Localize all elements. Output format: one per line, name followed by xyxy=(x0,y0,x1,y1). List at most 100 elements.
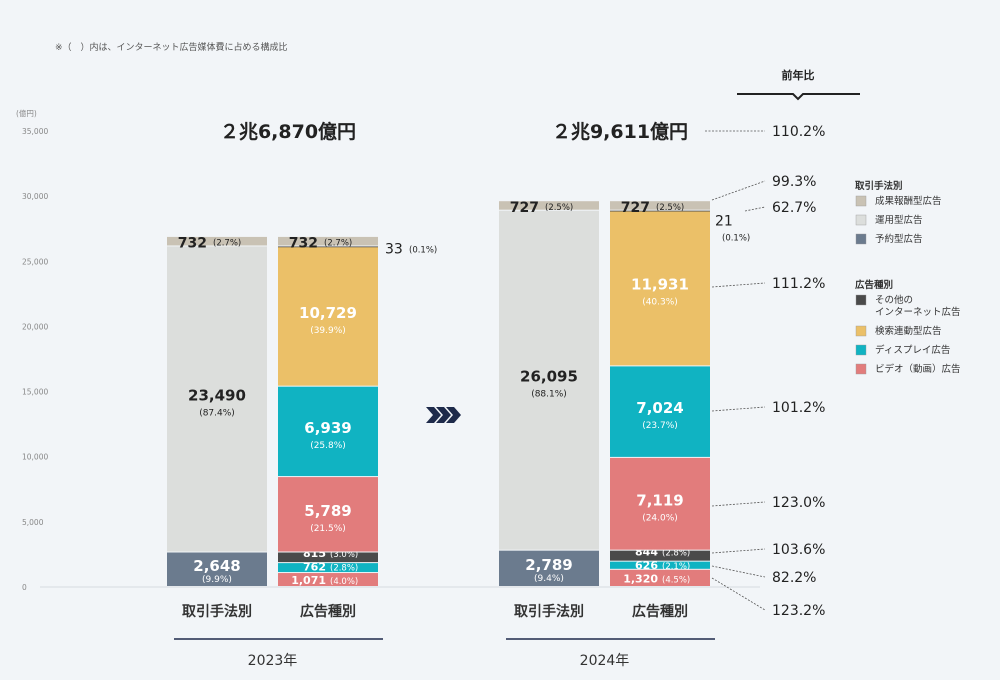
yoy-label: 99.3% xyxy=(772,174,816,190)
bar-segment xyxy=(278,236,378,246)
yoy-label: 111.2% xyxy=(772,276,825,292)
data-label: 727 xyxy=(621,200,650,216)
yoy-leader xyxy=(711,565,766,578)
yoy-leader xyxy=(711,548,766,554)
arrow-icon xyxy=(426,407,461,423)
legend-swatch xyxy=(855,233,867,245)
data-label-pct: (9.9%) xyxy=(202,575,232,585)
data-label-pct: (39.9%) xyxy=(310,326,346,336)
bar-segment xyxy=(610,569,710,586)
data-label-pct: (2.8%) xyxy=(330,564,358,574)
y-unit: (億円) xyxy=(16,108,37,118)
bar-segment xyxy=(499,201,599,210)
data-label-pct: (2.7%) xyxy=(324,239,352,249)
legend-swatch xyxy=(855,325,867,337)
y-tick-label: 0 xyxy=(22,583,27,592)
yoy-label: 82.2% xyxy=(772,570,816,586)
data-label-pct: (87.4%) xyxy=(199,408,235,418)
yoy-leader xyxy=(744,206,766,212)
data-label-pct: (4.5%) xyxy=(662,575,690,585)
data-label: 626 xyxy=(635,559,658,572)
data-label: 732 xyxy=(289,236,318,252)
y-axis: 0 5,000 10,000 15,000 20,000 25,000 30,000 35,0… xyxy=(22,127,760,592)
data-label: 762 xyxy=(303,561,326,574)
data-label-pct: (23.7%) xyxy=(642,421,678,431)
yoy-label: 123.0% xyxy=(772,495,825,511)
year-group: 2,648(9.9%) 23,490 (87.4%) 732 (2.7%) 取引手法別 1,… xyxy=(167,120,437,669)
data-label-pct: (2.7%) xyxy=(213,239,241,249)
yoy-label: 101.2% xyxy=(772,400,825,416)
bar-segment xyxy=(278,477,378,552)
data-label: 727 xyxy=(510,200,539,216)
data-label-pct: (40.3%) xyxy=(642,298,678,308)
yoy-leader xyxy=(711,501,766,507)
legend-swatch xyxy=(855,214,867,226)
legend-group-title: 広告種別 xyxy=(855,279,893,291)
bar-segment xyxy=(499,210,599,550)
data-label: 11,931 xyxy=(631,276,689,294)
data-label: 6,939 xyxy=(304,419,351,437)
yoy-leader xyxy=(711,180,766,201)
bar-segment xyxy=(278,573,378,586)
yoy-header: 前年比 xyxy=(782,68,815,82)
yoy-label: 62.7% xyxy=(772,200,816,216)
bar-segment xyxy=(167,552,267,586)
data-label: 2,789 xyxy=(525,556,572,574)
legend-group-title: 取引手法別 xyxy=(855,180,903,192)
data-label: 26,095 xyxy=(520,368,578,386)
data-label: 1,071 xyxy=(291,574,326,587)
data-label-pct: (2.8%) xyxy=(662,548,690,558)
bar-segment xyxy=(610,210,710,212)
data-label: 5,789 xyxy=(304,502,351,520)
legend-label: ディスプレイ広告 xyxy=(875,344,950,356)
legend-label: その他のインターネット広告 xyxy=(875,294,961,318)
data-label-pct: (88.1%) xyxy=(531,390,567,400)
data-label: 10,729 xyxy=(299,304,357,322)
yoy-total-label: 110.2% xyxy=(772,124,825,140)
y-tick-label: 5,000 xyxy=(22,518,44,527)
y-tick-label: 30,000 xyxy=(22,192,48,201)
data-label-pct: (24.0%) xyxy=(642,513,678,523)
legend-label: 検索連動型広告 xyxy=(875,325,942,337)
data-label: 21 xyxy=(715,214,733,230)
yoy-header-line xyxy=(737,93,860,101)
year-group: 2,789(9.4%) 26,095 (88.1%) 727 (2.5%) 取引手法別 1,… xyxy=(499,120,750,669)
legend-label: 成果報酬型広告 xyxy=(875,195,942,207)
data-label: 1,320 xyxy=(623,572,658,585)
data-label-pct: (0.1%) xyxy=(722,234,750,244)
bar-segment xyxy=(610,201,710,210)
legend-label: 運用型広告 xyxy=(875,214,923,226)
legend-label: 予約型広告 xyxy=(875,233,923,245)
yoy-leader xyxy=(711,577,766,611)
data-label: 7,024 xyxy=(636,399,683,417)
category-label: 広告種別 xyxy=(300,603,356,620)
bar-segment xyxy=(278,552,378,563)
y-tick-label: 15,000 xyxy=(22,388,48,397)
y-tick-label: 35,000 xyxy=(22,127,48,136)
total-label: ２兆9,611億円 xyxy=(552,120,688,143)
bar-segment xyxy=(167,236,267,246)
legend: 取引手法別成果報酬型広告運用型広告予約型広告広告種別その他のインターネット広告検… xyxy=(855,180,961,375)
yoy-leader xyxy=(711,406,766,412)
bar-segment xyxy=(610,457,710,550)
data-label-pct: (9.4%) xyxy=(534,574,564,584)
data-label: 33 xyxy=(385,241,403,257)
data-label: 2,648 xyxy=(193,557,240,575)
data-label: 732 xyxy=(178,236,207,252)
legend-swatch xyxy=(855,344,867,356)
data-label-pct: (2.5%) xyxy=(656,203,684,213)
data-label-pct: (0.1%) xyxy=(409,245,437,255)
bar-segment xyxy=(610,366,710,457)
category-label: 広告種別 xyxy=(632,603,688,620)
bar-segment xyxy=(610,561,710,569)
y-tick-label: 20,000 xyxy=(22,322,48,331)
bar-segment xyxy=(278,246,378,386)
legend-swatch xyxy=(855,195,867,207)
legend-swatch xyxy=(855,363,867,375)
data-label-pct: (2.1%) xyxy=(662,562,690,572)
bar-segment xyxy=(167,246,267,552)
total-label: ２兆6,870億円 xyxy=(220,120,356,143)
data-label: 23,490 xyxy=(188,386,246,404)
yoy-label: 123.2% xyxy=(772,603,825,619)
note: ※（ ）内は、インターネット広告媒体費に占める構成比 xyxy=(55,41,288,53)
